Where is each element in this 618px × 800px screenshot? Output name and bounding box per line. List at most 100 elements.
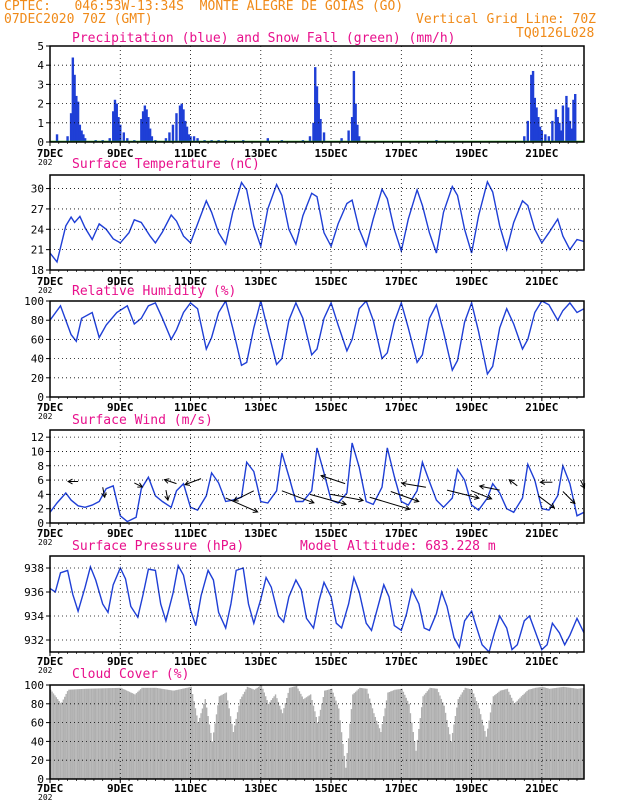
wind-arrow-head <box>308 498 315 505</box>
cloud-bar <box>482 725 485 779</box>
cloud-bar <box>329 689 332 779</box>
cloud-bar <box>222 694 225 779</box>
cloud-bar <box>433 688 436 779</box>
wind-arrow-head <box>163 478 170 484</box>
x-tick-label: 9DEC <box>107 401 134 414</box>
cloud-bar <box>204 699 206 779</box>
cloud-bar <box>541 686 544 779</box>
cloud-bar <box>409 713 412 779</box>
wind-arrow-head <box>67 478 73 485</box>
cloud-bar <box>257 686 260 779</box>
precip-bar <box>357 136 361 142</box>
cloud-title: Cloud Cover (%) <box>72 667 189 682</box>
cloud-bar <box>471 689 473 779</box>
cloud-bar <box>249 688 251 779</box>
cloud-bar <box>304 698 306 779</box>
x-tick-label: 7DEC <box>37 275 64 288</box>
cloud-bar <box>426 691 429 779</box>
cloud-bar <box>524 692 527 779</box>
cloud-bar <box>194 708 197 779</box>
x-tick-label: 11DEC <box>174 655 207 668</box>
cloud-bar <box>322 697 325 779</box>
cloud-bar <box>109 688 111 779</box>
precip-bar <box>122 132 125 142</box>
cloud-bar <box>145 687 147 779</box>
cloud-bar <box>93 688 95 779</box>
cloud-bar <box>99 688 101 779</box>
cloud-bar <box>248 687 250 779</box>
cloud-bar <box>85 688 87 779</box>
cloud-bar <box>236 712 239 779</box>
y-tick-label: 20 <box>31 754 44 767</box>
x-tick-label: 15DEC <box>314 147 347 160</box>
x-tick-label: 19DEC <box>455 527 488 540</box>
cloud-bar <box>465 688 468 779</box>
precip-bar <box>356 124 359 142</box>
precip-bar <box>533 97 537 142</box>
cloud-bar <box>311 700 313 779</box>
cloud-bar <box>165 689 167 779</box>
year-fragment: 202 <box>38 286 53 295</box>
wind-arrow <box>471 490 492 500</box>
precip-bar <box>182 109 185 142</box>
cloud-bar <box>142 687 145 779</box>
cloud-bar <box>110 688 112 779</box>
wind-arrow <box>369 496 410 510</box>
precip-bar <box>322 132 326 142</box>
cloud-bar <box>548 688 551 779</box>
wind-arrow <box>401 482 426 488</box>
x-tick-label: 17DEC <box>385 275 418 288</box>
cloud-bar <box>76 689 79 779</box>
cloud-bar <box>177 689 180 779</box>
cloud-bar <box>350 709 353 779</box>
precip-bar <box>530 74 533 142</box>
cloud-bar <box>125 690 128 779</box>
precip-bar <box>570 128 573 142</box>
temp-panel: Surface Temperature (nC) 18 21 24 27 30 7DEC 9D… <box>31 157 585 295</box>
cloud-bar <box>228 708 230 779</box>
x-tick-label: 19DEC <box>455 147 488 160</box>
cloud-bar <box>250 688 253 779</box>
precip-bar <box>187 134 190 142</box>
cloud-bar <box>517 699 520 779</box>
y-tick-label: 934 <box>24 610 44 623</box>
cloud-bar <box>484 731 486 779</box>
cloud-bar <box>364 688 367 779</box>
cloud-bar <box>340 732 343 779</box>
precip-bar <box>556 117 559 142</box>
y-tick-label: 80 <box>31 698 44 711</box>
cloud-bar <box>214 723 216 779</box>
cloud-bar <box>449 734 451 779</box>
wind-arrow-head <box>413 497 420 503</box>
cloud-bar <box>451 732 454 779</box>
cloud-bar <box>331 688 333 779</box>
cloud-bar <box>238 705 240 779</box>
temp-frame <box>49 174 585 271</box>
cloud-bar <box>508 691 510 779</box>
precip-panel: Precipitation (blue) and Snow Fall (gree… <box>37 31 585 167</box>
cloud-bar <box>543 687 545 779</box>
cloud-bar <box>263 692 265 779</box>
year-fragment: 202 <box>38 666 53 675</box>
precip-bar <box>73 74 76 142</box>
precip-bar <box>312 122 315 142</box>
cloud-bar <box>101 688 104 779</box>
cloud-bar <box>94 688 97 779</box>
x-tick-label: 11DEC <box>174 401 207 414</box>
cloud-bar <box>168 689 170 779</box>
cloud-bar <box>317 722 319 779</box>
y-tick-label: 4 <box>37 59 44 72</box>
cloud-bar <box>458 696 461 779</box>
cloud-bar <box>64 696 66 779</box>
precip-bar <box>75 95 78 142</box>
cloud-bar <box>211 741 214 779</box>
precip-bar <box>526 120 529 142</box>
cloud-bar <box>172 690 174 779</box>
pressure-data <box>50 563 584 652</box>
x-tick-label: 13DEC <box>244 527 277 540</box>
cloud-bar <box>444 712 447 779</box>
wind-arrow <box>562 491 576 504</box>
x-tick-label: 9DEC <box>107 527 134 540</box>
cloud-bar <box>118 687 121 779</box>
